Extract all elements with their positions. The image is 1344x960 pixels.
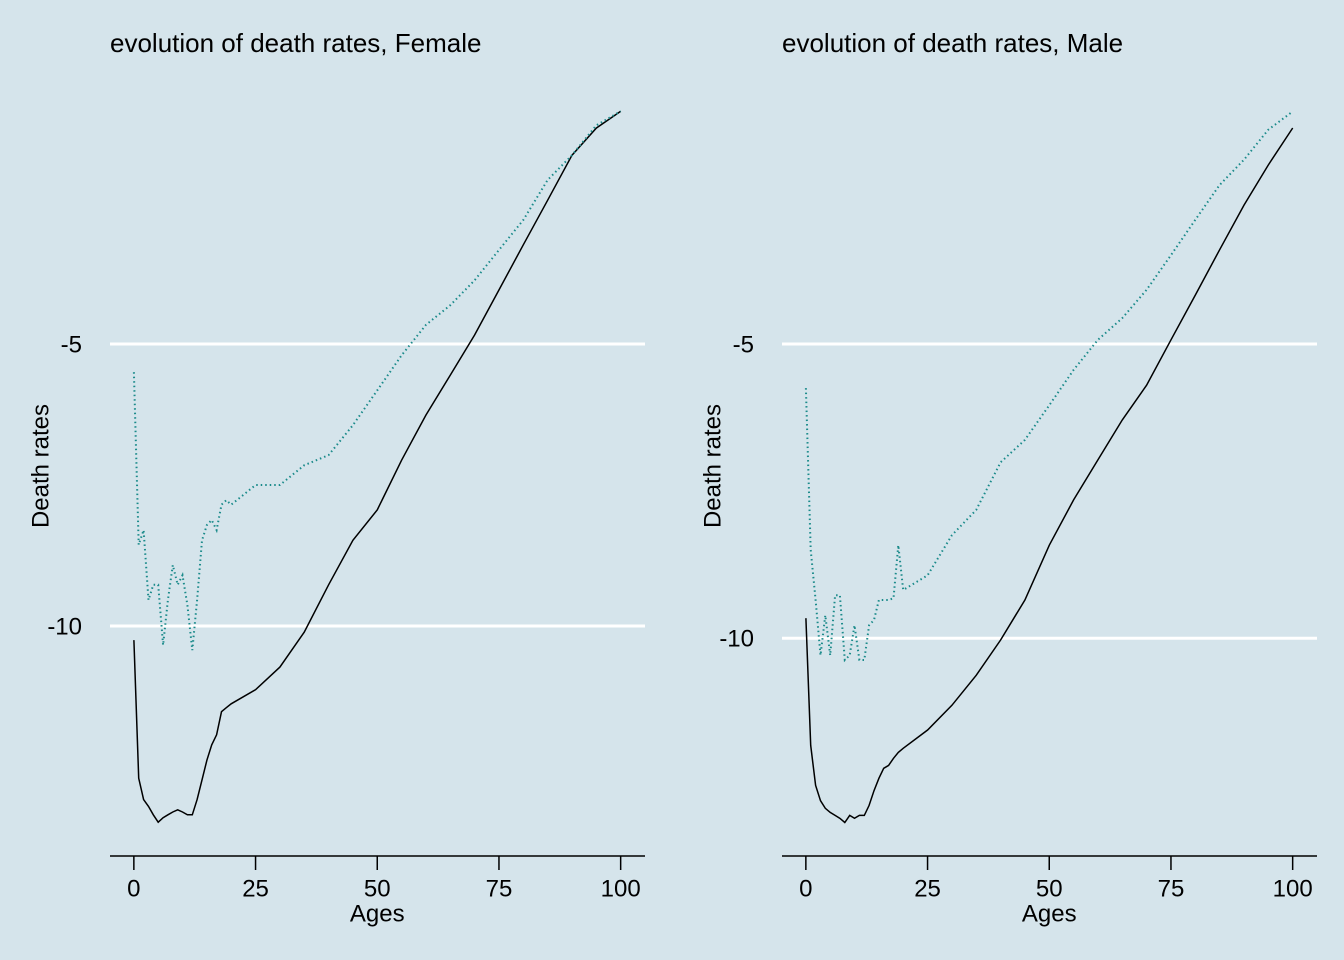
chart-title: evolution of death rates, Female	[110, 28, 481, 58]
x-axis-label: Ages	[350, 900, 405, 927]
chart-title: evolution of death rates, Male	[782, 28, 1123, 58]
y-tick-label: -5	[61, 331, 82, 358]
x-tick-label: 100	[601, 875, 641, 902]
x-axis-label: Ages	[1022, 900, 1077, 927]
x-tick-label: 50	[1036, 875, 1063, 902]
y-tick-label: -10	[47, 613, 82, 640]
x-tick-label: 75	[1158, 875, 1185, 902]
y-tick-label: -5	[733, 331, 754, 358]
x-tick-label: 75	[486, 875, 513, 902]
y-axis-label: Death rates	[699, 404, 726, 528]
data-line	[133, 110, 622, 824]
x-tick-label: 50	[364, 875, 391, 902]
x-tick-label: 25	[242, 875, 269, 902]
y-axis-label: Death rates	[27, 404, 54, 528]
data-line	[805, 127, 1294, 824]
x-tick-label: 0	[127, 875, 140, 902]
y-tick-label: -10	[719, 626, 754, 653]
data-line	[804, 110, 1294, 663]
data-line	[132, 110, 622, 651]
x-tick-label: 0	[799, 875, 812, 902]
x-tick-label: 100	[1273, 875, 1313, 902]
x-tick-label: 25	[914, 875, 941, 902]
